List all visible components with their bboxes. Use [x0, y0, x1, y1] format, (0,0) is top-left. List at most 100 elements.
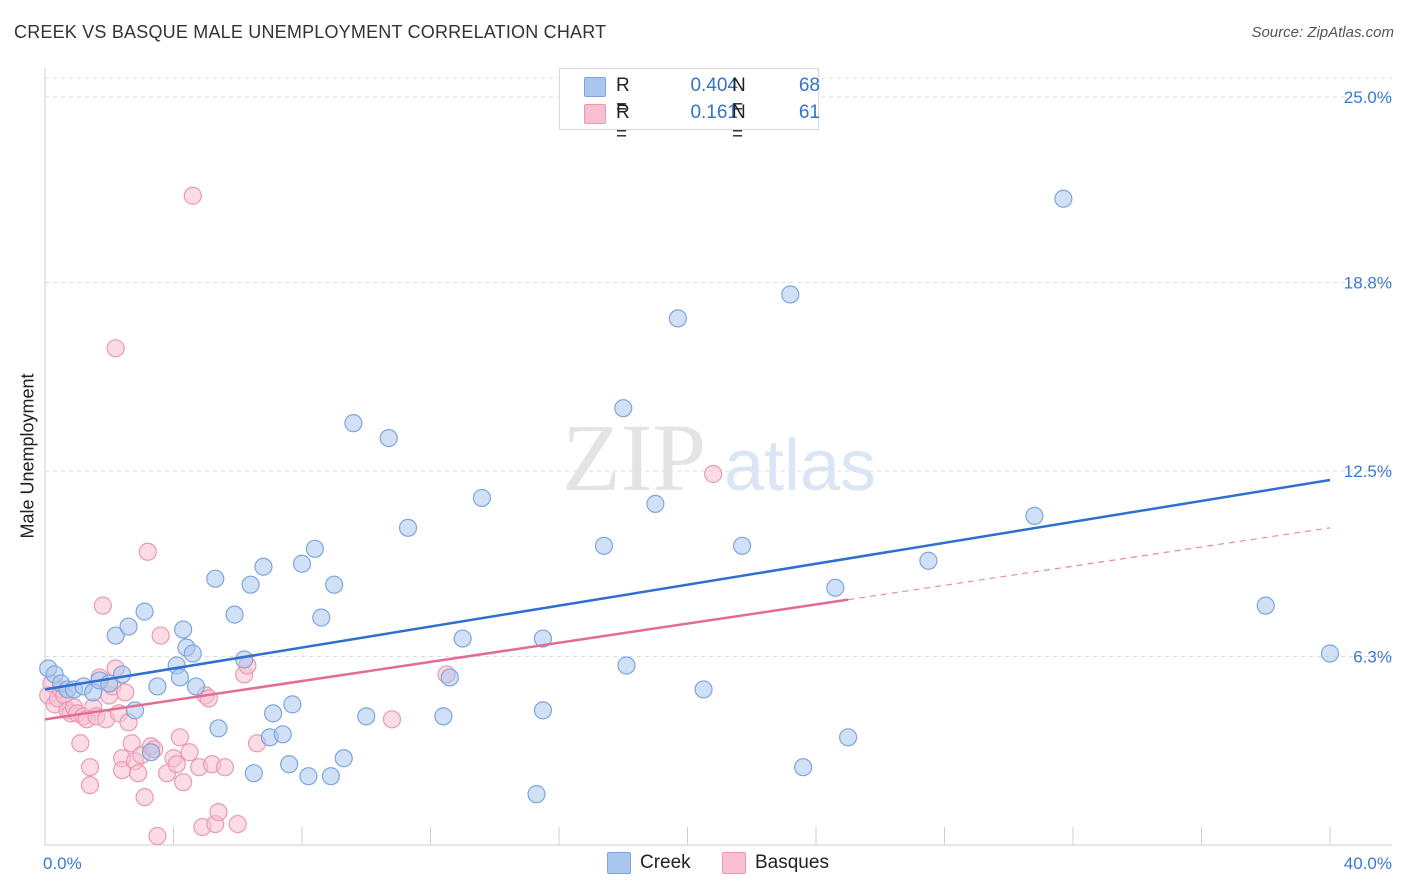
data-point-creek — [206, 569, 225, 588]
data-point-creek — [440, 668, 459, 687]
data-point-creek — [225, 605, 244, 624]
data-point-creek — [273, 725, 292, 744]
data-point-basques — [106, 339, 125, 358]
data-point-basques — [151, 626, 170, 645]
data-point-creek — [186, 677, 206, 696]
legend-r-value: 0.161 — [690, 102, 738, 123]
y-tick-label: 12.5% — [1344, 462, 1392, 481]
data-point-creek — [533, 701, 553, 720]
data-point-creek — [106, 626, 125, 645]
data-point-creek — [170, 668, 190, 687]
legend-r-label: R = — [616, 102, 630, 145]
data-point-creek — [668, 309, 687, 328]
data-point-basques — [170, 728, 190, 747]
tick-labels: 6.3% 12.5% 18.8% 25.0% 0.0% 40.0% — [43, 88, 1392, 873]
data-point-creek — [379, 428, 398, 448]
data-point-basques — [122, 734, 141, 753]
data-point-creek — [533, 629, 553, 648]
watermark-zip: ZIP — [562, 404, 706, 511]
watermark-atlas: atlas — [724, 426, 876, 506]
data-point-creek — [733, 536, 752, 555]
data-point-creek — [472, 488, 491, 508]
data-point-basques — [138, 542, 157, 561]
legend-swatch-basques — [584, 104, 606, 124]
data-point-creek — [398, 518, 418, 537]
x-tick-label: 0.0% — [43, 854, 82, 873]
trend-line-basques — [44, 598, 849, 721]
data-point-creek — [325, 575, 344, 594]
gridlines — [45, 77, 1392, 658]
data-point-creek — [1320, 644, 1340, 663]
data-point-creek — [1256, 596, 1275, 615]
data-point-creek — [344, 414, 363, 433]
data-point-basques — [209, 802, 228, 822]
data-point-basques — [135, 788, 154, 807]
data-point-creek — [1025, 506, 1044, 525]
data-point-creek — [434, 707, 453, 726]
data-point-basques — [183, 186, 202, 205]
data-point-creek — [292, 554, 312, 573]
data-point-creek — [781, 285, 800, 304]
data-point-basques — [93, 596, 112, 615]
data-point-basques — [129, 764, 148, 783]
trend-line-extension-basques — [848, 527, 1331, 601]
data-point-creek — [453, 629, 472, 648]
data-point-basques — [116, 683, 135, 702]
data-point-creek — [826, 578, 845, 597]
data-point-creek — [183, 644, 202, 663]
data-point-basques — [228, 814, 247, 834]
data-point-creek — [527, 785, 546, 804]
axes — [44, 68, 1392, 846]
trend-line-creek — [44, 478, 1331, 691]
data-point-creek — [254, 557, 273, 576]
legend-r-value: 0.404 — [690, 75, 738, 96]
chart-title: CREEK VS BASQUE MALE UNEMPLOYMENT CORREL… — [14, 22, 607, 42]
legend-n-label: N = — [732, 102, 746, 145]
bottom-legend-label-basques: Basques — [755, 852, 829, 873]
chart-source: Source: ZipAtlas.com — [1251, 24, 1394, 41]
data-point-creek — [919, 551, 938, 570]
data-point-creek — [594, 536, 614, 555]
data-point-creek — [694, 680, 713, 699]
points — [39, 186, 1340, 846]
data-point-creek — [112, 665, 132, 684]
legend-swatch-creek — [584, 77, 606, 97]
data-point-basques — [215, 758, 234, 777]
data-point-creek — [357, 707, 376, 726]
data-point-basques — [80, 776, 100, 795]
data-point-creek — [312, 608, 331, 627]
data-point-creek — [244, 764, 263, 783]
data-point-creek — [839, 728, 858, 747]
data-point-creek — [280, 755, 299, 774]
data-point-creek — [283, 695, 302, 714]
data-point-creek — [119, 617, 138, 636]
y-tick-label: 6.3% — [1353, 648, 1392, 667]
data-point-creek — [135, 602, 154, 621]
legend-n-value: 68 — [798, 75, 820, 96]
data-point-basques — [148, 826, 167, 846]
data-point-creek — [614, 399, 633, 418]
legend-box: R = 0.404 N = 68 R = 0.161 N = 61 — [559, 68, 820, 145]
data-point-creek — [617, 656, 636, 675]
data-point-creek — [305, 539, 324, 558]
data-point-creek — [263, 704, 283, 723]
data-point-creek — [321, 767, 341, 786]
data-point-basques — [704, 464, 723, 484]
data-point-basques — [382, 710, 402, 729]
y-tick-label: 18.8% — [1344, 274, 1392, 293]
legend-n-value: 61 — [798, 102, 820, 123]
bottom-legend-swatch-creek — [607, 852, 631, 874]
data-point-creek — [1054, 189, 1073, 208]
data-point-creek — [299, 767, 318, 786]
data-point-creek — [334, 749, 353, 768]
trend-lines — [44, 478, 1331, 721]
data-point-basques — [71, 734, 90, 753]
data-point-creek — [148, 677, 167, 696]
data-point-basques — [199, 689, 218, 708]
data-point-creek — [794, 758, 813, 777]
x-tick-label: 40.0% — [1344, 854, 1392, 873]
bottom-legend-label-creek: Creek — [640, 852, 691, 873]
legend-r-label: R = — [616, 75, 630, 118]
bottom-legend-swatch-basques — [722, 852, 746, 874]
